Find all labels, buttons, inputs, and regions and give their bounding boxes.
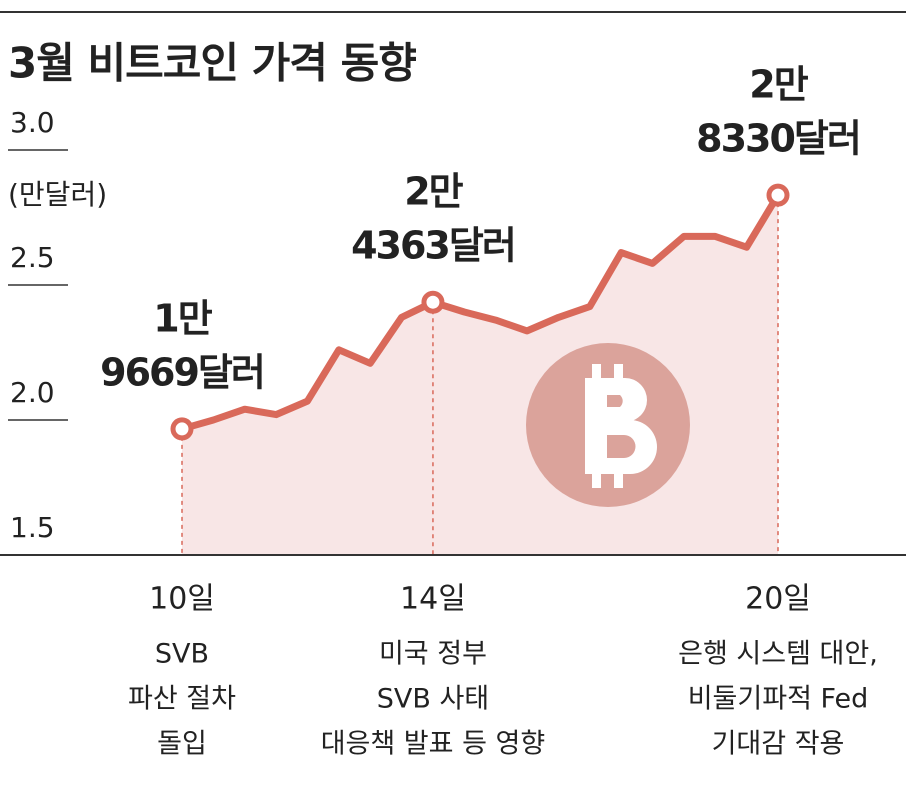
y-tick-label: 1.5 (10, 511, 55, 544)
note: 돌입 (157, 729, 207, 760)
bitcoin-icon (526, 343, 690, 507)
note: 대응책 발표 등 영향 (321, 729, 545, 760)
x-tick-label: 10일 (149, 582, 215, 617)
line (181, 193, 781, 433)
x-tick-label: 14일 (400, 582, 466, 617)
note: 기대감 작용 (712, 729, 845, 760)
point (766, 183, 790, 207)
value-label: 8330달러 (696, 117, 860, 161)
value-label: 1만 (153, 296, 212, 340)
value-label: 2만 (404, 170, 463, 214)
note: 은행 시스템 대안, (678, 639, 878, 670)
note: SVB 사태 (377, 684, 489, 715)
point (421, 290, 445, 314)
value-label: 4363달러 (351, 224, 515, 268)
y-tick-label: 2.5 (10, 241, 55, 274)
note: SVB (155, 639, 209, 670)
note: 미국 정부 (379, 639, 487, 670)
x-tick-label: 20일 (745, 582, 811, 617)
y-axis-label: (만달러) (8, 178, 107, 211)
chart-title: 3월 비트코인 가격 동향 (8, 39, 416, 88)
note: 파산 절차 (128, 684, 236, 715)
value-label: 2만 (749, 63, 808, 107)
value-label: 9669달러 (100, 350, 264, 394)
point (170, 417, 194, 441)
y-tick-label: 3.0 (10, 106, 55, 139)
y-tick-label: 2.0 (10, 376, 55, 409)
note: 비둘기파적 Fed (688, 684, 869, 715)
